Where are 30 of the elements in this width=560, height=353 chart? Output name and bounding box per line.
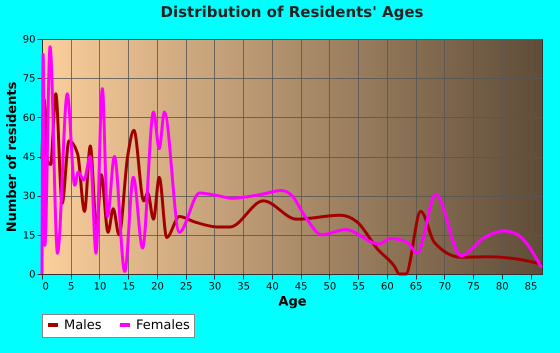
x-tick-label: 70: [438, 282, 452, 292]
legend-label: Males: [64, 318, 102, 333]
chart-title: Distribution of Residents' Ages: [160, 3, 424, 21]
x-tick-label: 0: [42, 282, 49, 292]
x-axis-title: Age: [278, 294, 307, 310]
x-tick-label: 80: [496, 282, 509, 292]
x-tick-label: 30: [208, 282, 222, 292]
legend-label: Females: [136, 318, 190, 333]
x-tick-label: 65: [410, 282, 422, 292]
y-tick-label: 45: [22, 152, 36, 163]
y-tick-label: 30: [22, 191, 36, 202]
x-tick-label: 50: [323, 282, 336, 292]
x-tick-label: 15: [122, 282, 136, 292]
x-tick-label: 45: [294, 282, 308, 292]
x-tick-label: 5: [68, 282, 74, 292]
x-tick-label: 25: [180, 282, 193, 292]
x-tick-label: 40: [266, 282, 279, 292]
y-tick-label: 15: [22, 230, 36, 242]
x-tick-label: 35: [237, 282, 250, 292]
y-axis-title: Number of residents: [4, 81, 20, 232]
y-tick-label: 90: [22, 34, 36, 46]
x-tick-label: 60: [380, 282, 394, 292]
x-tick-label: 10: [94, 282, 106, 292]
x-tick-label: 20: [151, 282, 164, 292]
y-tick-label: 0: [29, 270, 36, 280]
x-tick-label: 75: [467, 282, 480, 292]
x-tick-label: 55: [352, 282, 365, 292]
y-tick-label: 75: [22, 74, 36, 85]
x-tick-label: 85: [524, 282, 538, 292]
y-tick-label: 60: [22, 112, 36, 124]
